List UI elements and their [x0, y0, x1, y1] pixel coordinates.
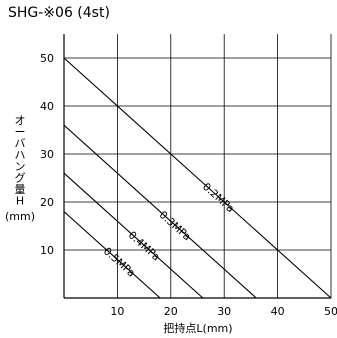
series-line-0	[63, 57, 332, 299]
y-axis-label-char-6: 量	[15, 183, 26, 196]
y-axis-label-char-3: ハ	[15, 149, 26, 162]
chart-title: SHG-※06 (4st)	[8, 5, 110, 21]
x-tick-label-40: 40	[271, 305, 285, 318]
y-axis-label-char-4: ン	[15, 160, 26, 173]
y-axis-label-char-0: オ	[15, 114, 26, 127]
x-axis-label: 把持点L(mm)	[163, 321, 232, 335]
y-axis-label-char-1: ー	[15, 126, 26, 139]
y-tick-label-40: 40	[40, 100, 54, 113]
y-tick-label-10: 10	[40, 244, 54, 257]
y-tick-label-20: 20	[40, 196, 54, 209]
axes	[63, 34, 331, 299]
series-lines	[63, 57, 332, 299]
series-line-2	[63, 172, 204, 299]
series-label-3: 0.5MPa	[101, 245, 137, 279]
y-tick-labels: 10 20 30 40 50	[40, 52, 54, 257]
y-tick-label-50: 50	[40, 52, 54, 65]
series-line-3	[63, 211, 161, 299]
grid	[64, 34, 332, 298]
x-tick-label-20: 20	[164, 305, 178, 318]
y-axis-label-char-7: H	[16, 195, 24, 208]
y-tick-label-30: 30	[40, 148, 54, 161]
y-axis-label-char-2: バ	[15, 137, 26, 150]
y-axis-label-char-5: グ	[15, 171, 26, 185]
x-tick-label-30: 30	[217, 305, 231, 318]
series-label-1: 0.3MPa	[157, 209, 193, 243]
series-label-0: 0.2MPa	[200, 181, 236, 215]
x-tick-label-50: 50	[324, 305, 337, 318]
series-line-1	[63, 124, 257, 299]
x-tick-labels: 10 20 30 40 50	[110, 305, 337, 318]
x-tick-label-10: 10	[110, 305, 124, 318]
y-axis-unit-label: (mm)	[5, 210, 35, 223]
series-label-2: 0.4MPa	[126, 229, 162, 263]
